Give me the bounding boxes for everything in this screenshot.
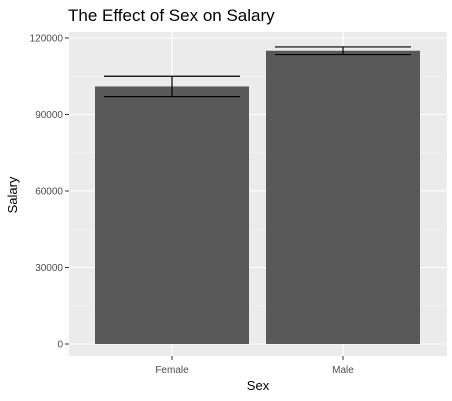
y-axis: 0 30000 60000 90000 120000 [30,34,69,351]
bar-male [266,50,420,344]
x-axis: Female Male [155,356,354,376]
x-tick-label: Male [332,365,354,376]
y-tick-label: 0 [57,340,63,351]
bar-female [95,86,249,344]
y-tick-label: 60000 [35,187,63,198]
error-bars [104,46,411,98]
y-tick-label: 90000 [35,110,63,121]
chart-title: The Effect of Sex on Salary [68,6,275,25]
error-bar-female [104,75,240,98]
y-tick-label: 120000 [30,34,64,45]
bars [95,50,420,344]
y-axis-title: Salary [5,176,20,213]
x-axis-title: Sex [247,378,270,393]
x-tick-label: Female [155,365,189,376]
error-bar-male [275,46,411,56]
y-tick-label: 30000 [35,263,63,274]
